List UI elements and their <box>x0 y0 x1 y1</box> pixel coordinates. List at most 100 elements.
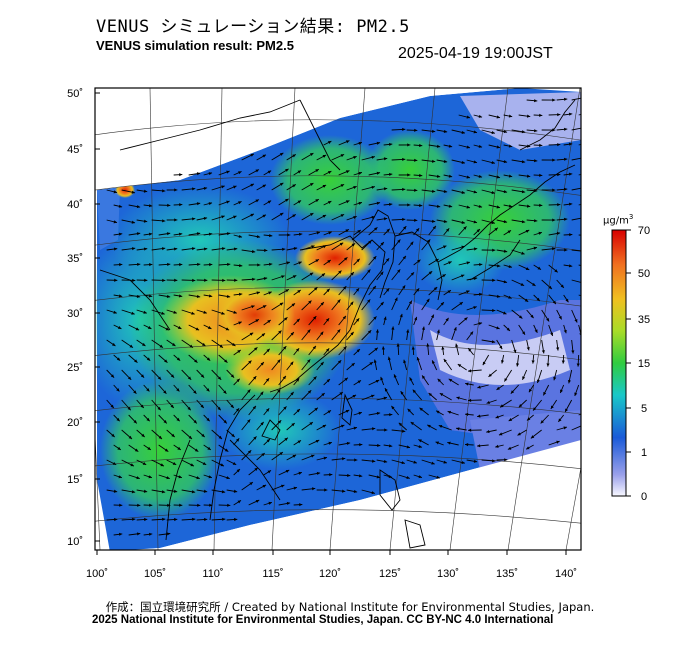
wind-arrowhead <box>469 331 474 335</box>
wind-arrowhead <box>279 212 284 216</box>
wind-arrowhead <box>465 443 469 447</box>
wind-arrowhead <box>340 184 345 188</box>
wind-arrowhead <box>582 96 585 99</box>
wind-arrowhead <box>491 191 495 195</box>
wind-arrowhead <box>399 313 403 318</box>
wind-arrowhead <box>267 200 272 204</box>
wind-arrowhead <box>466 205 470 209</box>
wind-arrowhead <box>461 190 465 194</box>
wind-arrowhead <box>401 429 406 433</box>
wind-arrowhead <box>283 406 287 410</box>
wind-arrowhead <box>445 228 450 232</box>
wind-arrowhead <box>354 458 358 462</box>
lon-label: 130˚ <box>437 568 459 580</box>
wind-arrowhead <box>581 281 584 284</box>
wind-arrowhead <box>217 406 221 411</box>
wind-arrowhead <box>568 202 573 206</box>
wind-arrowhead <box>431 461 435 465</box>
wind-arrowhead <box>232 461 237 465</box>
wind-arrowhead <box>419 203 423 208</box>
wind-arrowhead <box>326 379 330 383</box>
wind-arrowhead <box>233 247 238 251</box>
wind-arrowhead <box>468 348 472 352</box>
wind-arrowhead <box>498 432 503 436</box>
wind-arrowhead <box>448 144 453 148</box>
wind-arrowhead <box>355 288 360 292</box>
wind-arrowhead <box>254 347 258 351</box>
wind-arrowhead <box>488 373 492 377</box>
wind-arrowhead <box>203 186 208 191</box>
wind-arrowhead <box>417 259 421 263</box>
wind-arrowhead <box>328 231 332 235</box>
wind-arrowhead <box>164 448 169 452</box>
wind-arrowhead <box>179 173 183 177</box>
colorbar <box>611 229 627 497</box>
wind-arrowhead <box>144 278 148 282</box>
wind-arrowhead <box>394 297 398 302</box>
wind-arrowhead <box>118 232 123 236</box>
wind-arrowhead <box>380 376 384 381</box>
wind-arrowhead <box>324 488 328 492</box>
wind-arrowhead <box>310 454 315 458</box>
wind-arrowhead <box>574 319 578 323</box>
wind-arrowhead <box>142 461 147 465</box>
wind-arrowhead <box>146 417 150 422</box>
wind-arrowhead <box>174 188 178 192</box>
wind-arrowhead <box>167 503 171 507</box>
wind-arrowhead <box>307 329 311 333</box>
wind-arrowhead <box>492 308 496 313</box>
wind-arrowhead <box>226 232 231 236</box>
wind-arrowhead <box>293 247 298 251</box>
wind-arrowhead <box>118 294 123 298</box>
wind-arrowhead <box>453 327 457 331</box>
wind-arrowhead <box>503 190 508 194</box>
wind-arrowhead <box>407 173 411 177</box>
wind-arrowhead <box>586 411 589 414</box>
wind-arrowhead <box>143 219 148 223</box>
wind-arrowhead <box>189 344 193 348</box>
wind-arrowhead <box>551 247 556 251</box>
wind-arrowhead <box>112 342 116 346</box>
wind-arrowhead <box>173 489 178 493</box>
wind-arrowhead <box>407 143 411 147</box>
wind-arrowhead <box>553 376 557 381</box>
wind-arrowhead <box>136 205 141 209</box>
wind-arrowhead <box>496 175 501 179</box>
wind-arrowhead <box>396 343 400 347</box>
wind-arrowhead <box>238 321 242 325</box>
wind-arrowhead <box>255 199 259 203</box>
wind-arrowhead <box>327 141 332 144</box>
wind-arrowhead <box>435 441 440 445</box>
wind-arrowhead <box>196 232 201 236</box>
lon-label: 135˚ <box>496 568 518 580</box>
wind-arrowhead <box>233 185 237 189</box>
wind-arrowhead <box>574 392 578 396</box>
wind-arrowhead <box>110 374 115 378</box>
wind-arrowhead <box>557 203 561 207</box>
wind-arrowhead <box>521 190 526 194</box>
wind-arrowhead <box>148 294 153 298</box>
wind-arrowhead <box>161 311 165 315</box>
wind-arrowhead <box>172 461 177 465</box>
wind-arrowhead <box>157 406 161 411</box>
wind-arrowhead <box>113 310 117 314</box>
wind-arrowhead <box>463 226 467 230</box>
wind-arrowhead <box>383 316 387 321</box>
wind-arrowhead <box>556 440 560 444</box>
wind-arrowhead <box>510 390 515 394</box>
wind-arrowhead <box>374 347 378 351</box>
wind-arrowhead <box>496 386 500 390</box>
wind-arrowhead <box>298 261 302 265</box>
wind-arrowhead <box>558 315 562 320</box>
wind-arrowhead <box>148 532 153 536</box>
wind-arrowhead <box>568 112 573 116</box>
wind-arrowhead <box>412 389 417 394</box>
wind-arrowhead <box>466 175 470 179</box>
wind-arrowhead <box>118 204 123 208</box>
wind-arrowhead <box>496 145 501 149</box>
wind-arrowhead <box>208 232 213 236</box>
wind-arrowhead <box>162 189 166 193</box>
wind-arrowhead <box>174 517 178 522</box>
wind-arrowhead <box>221 247 226 251</box>
wind-arrowhead <box>492 248 496 252</box>
